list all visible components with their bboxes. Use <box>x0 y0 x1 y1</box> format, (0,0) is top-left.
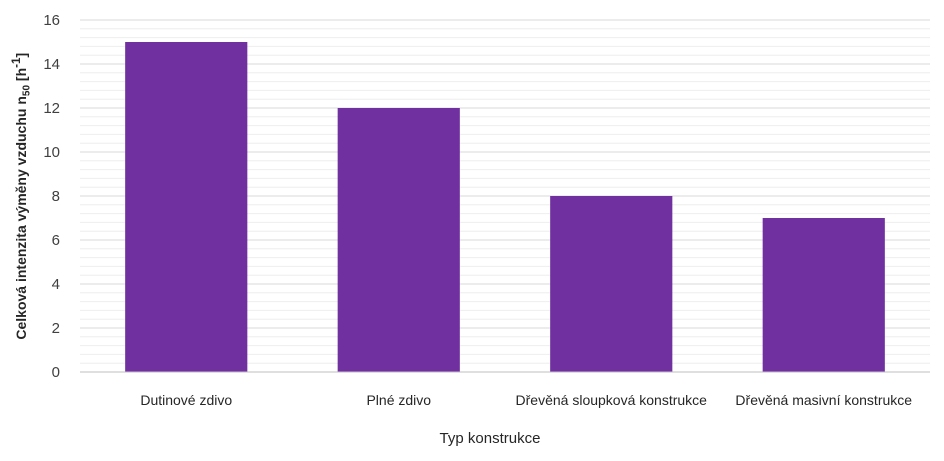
y-axis-title-superscript: -1 <box>9 57 23 68</box>
y-axis-title-subscript: 50 <box>21 84 33 96</box>
y-axis-title-close: ] <box>12 52 29 58</box>
bar <box>125 42 248 372</box>
bar <box>762 218 885 372</box>
x-tick-label: Plné zdivo <box>366 392 431 408</box>
y-axis-title-container: Celková intenzita výměny vzduchu n50 [h-… <box>6 20 36 372</box>
y-tick-label: 16 <box>43 12 60 29</box>
x-tick-label: Dřevěná masivní konstrukce <box>735 392 912 408</box>
y-tick-label: 2 <box>52 320 60 337</box>
y-axis-title-text: Celková intenzita výměny vzduchu n <box>12 95 29 340</box>
y-tick-label: 12 <box>43 100 60 117</box>
y-tick-label: 14 <box>43 56 60 73</box>
x-axis-title: Typ konstrukce <box>439 430 541 447</box>
y-tick-label: 8 <box>52 188 60 205</box>
y-tick-label: 0 <box>52 364 60 381</box>
y-tick-label: 10 <box>43 144 60 161</box>
y-axis-title-unit: [h <box>12 67 29 85</box>
y-axis-title: Celková intenzita výměny vzduchu n50 [h-… <box>10 53 32 340</box>
x-tick-label: Dřevěná sloupková konstrukce <box>516 392 708 408</box>
y-tick-label: 4 <box>52 276 60 293</box>
bar <box>550 196 673 372</box>
x-tick-label: Dutinové zdivo <box>140 392 232 408</box>
y-tick-label: 6 <box>52 232 60 249</box>
bar <box>337 108 460 372</box>
